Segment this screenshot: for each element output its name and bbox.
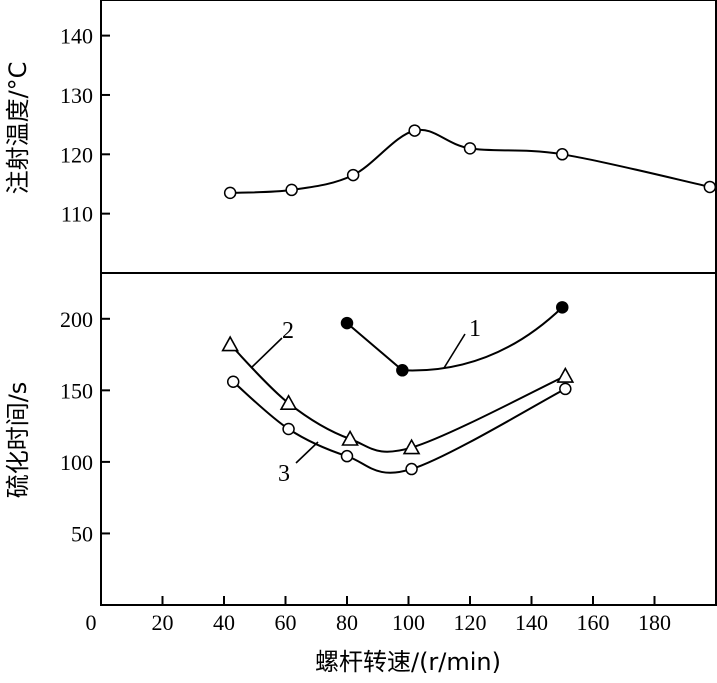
bottom-series-3-point-2 bbox=[282, 422, 295, 436]
bottom-y-ticks: 50 100 150 200 bbox=[60, 307, 110, 546]
top-y-ticks: 110 120 130 140 bbox=[60, 24, 110, 227]
x-tick-label-0: 0 bbox=[86, 610, 97, 635]
x-ticks: 0 20 40 60 80 100 120 140 160 180 bbox=[86, 596, 671, 635]
bottom-series-3-point-4 bbox=[405, 462, 418, 476]
bottom-y-tick-label-150: 150 bbox=[60, 378, 93, 403]
x-tick-label-120: 120 bbox=[454, 610, 487, 635]
x-tick-label-20: 20 bbox=[152, 610, 174, 635]
bottom-series-2-point-2 bbox=[279, 394, 298, 411]
bottom-series-1-point-1 bbox=[340, 316, 354, 330]
top-y-axis-title: 注射温度/°C bbox=[4, 62, 32, 195]
x-tick-label-80: 80 bbox=[336, 610, 358, 635]
top-series-group bbox=[223, 124, 717, 200]
x-axis-title: 螺杆转速/(r/min) bbox=[315, 648, 501, 676]
x-tick-label-100: 100 bbox=[392, 610, 425, 635]
bottom-y-tick-label-100: 100 bbox=[60, 450, 93, 475]
curve-1-leader bbox=[443, 333, 466, 369]
x-tick-label-180: 180 bbox=[638, 610, 671, 635]
bottom-series-2-point-3 bbox=[341, 429, 359, 446]
top-series-1-point-7 bbox=[703, 180, 717, 194]
top-series-1-line bbox=[230, 128, 711, 194]
top-series-1-point-4 bbox=[408, 124, 421, 137]
top-y-tick-label-120: 120 bbox=[60, 142, 93, 167]
bottom-series-3-point-5 bbox=[559, 382, 572, 396]
x-tick-label-140: 140 bbox=[515, 610, 548, 635]
bottom-series-group bbox=[221, 301, 575, 476]
bottom-y-axis-title: 硫化时间/s bbox=[4, 382, 32, 499]
top-y-tick-label-110: 110 bbox=[61, 202, 93, 227]
x-tick-label-60: 60 bbox=[275, 610, 297, 635]
curve-label-1: 1 bbox=[469, 316, 481, 342]
top-series-1-point-3 bbox=[346, 168, 360, 182]
bottom-series-2-point-5 bbox=[556, 366, 575, 383]
plot-frame bbox=[100, 0, 717, 606]
bottom-series-3-point-1 bbox=[226, 375, 240, 389]
bottom-series-1-point-2 bbox=[396, 364, 409, 377]
x-tick-label-40: 40 bbox=[213, 610, 235, 635]
bottom-series-3-point-3 bbox=[340, 449, 354, 463]
top-series-1-point-1 bbox=[223, 186, 237, 200]
x-tick-label-160: 160 bbox=[577, 610, 610, 635]
curve-3-leader bbox=[295, 441, 319, 464]
top-y-tick-label-140: 140 bbox=[60, 24, 93, 49]
bottom-series-3-line bbox=[232, 381, 566, 474]
bottom-series-2-line bbox=[229, 343, 566, 453]
top-series-1-point-6 bbox=[556, 148, 569, 161]
bottom-y-tick-label-200: 200 bbox=[60, 307, 93, 332]
bottom-series-2-point-4 bbox=[402, 438, 421, 455]
bottom-y-tick-label-50: 50 bbox=[71, 521, 93, 546]
bottom-series-1-point-3 bbox=[556, 301, 569, 314]
curve-2-leader bbox=[250, 337, 283, 369]
bottom-series-1-line bbox=[346, 306, 563, 372]
curve-label-3: 3 bbox=[278, 461, 290, 487]
curve-label-2: 2 bbox=[282, 318, 294, 344]
bottom-series-2-point-1 bbox=[221, 335, 240, 352]
top-y-tick-label-130: 130 bbox=[60, 83, 93, 108]
top-series-1-point-5 bbox=[463, 142, 477, 155]
top-series-1-point-2 bbox=[285, 183, 298, 197]
